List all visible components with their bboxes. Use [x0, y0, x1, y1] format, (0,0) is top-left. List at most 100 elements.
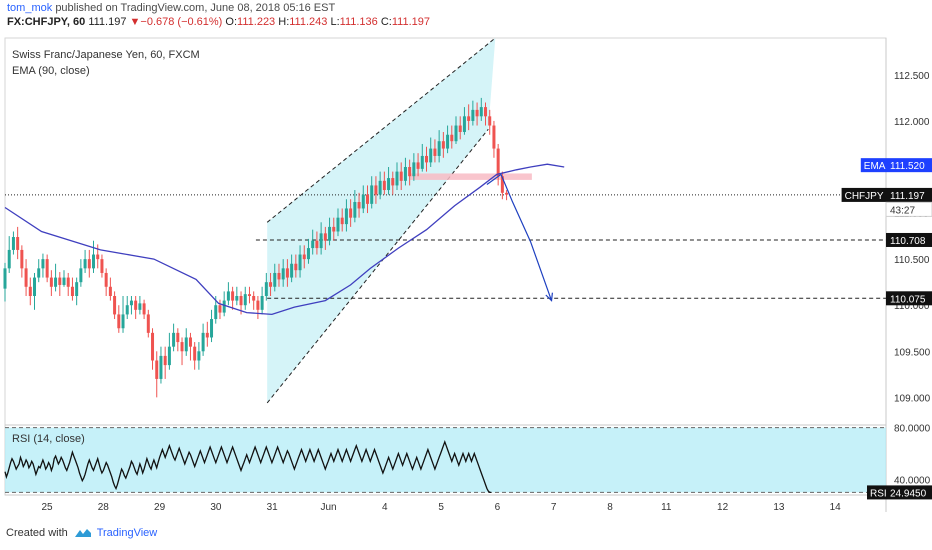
candle-body-6: [28, 286, 32, 296]
time-tick-4: 31: [267, 502, 279, 513]
candle-body-61: [260, 296, 264, 310]
candle-body-14: [62, 277, 66, 285]
candle-body-52: [222, 300, 226, 313]
candle-body-9: [41, 259, 45, 269]
axes-layer: 112.500112.000111.500111.000110.500110.0…: [41, 71, 932, 513]
candle-body-8: [37, 268, 41, 278]
candle-body-44: [188, 337, 192, 347]
candle-body-31: [134, 300, 138, 310]
author-link[interactable]: tom_mok: [7, 2, 53, 14]
close-label: C:: [380, 16, 392, 28]
candle-body-51: [218, 305, 222, 313]
candle-body-113: [479, 107, 483, 117]
price-tick-5: 110.000: [894, 301, 930, 312]
price-tag-label-bg-1: [841, 187, 886, 202]
candle-body-42: [180, 342, 184, 352]
candle-body-108: [458, 125, 462, 132]
candle-body-84: [357, 202, 361, 209]
candle-body-7: [33, 277, 37, 296]
candle-body-99: [420, 155, 424, 169]
ema-legend: EMA (90, close): [12, 65, 90, 77]
ema-line: [4, 163, 565, 316]
candle-body-43: [184, 337, 188, 352]
candle-body-2: [11, 237, 15, 250]
candle-body-77: [328, 226, 332, 241]
tradingview-logo-icon: [74, 529, 91, 538]
price-tick-1: 112.000: [894, 117, 930, 128]
candle-body-110: [467, 116, 471, 121]
close-value: 111.197: [391, 16, 430, 28]
price-tick-6: 109.500: [894, 347, 931, 358]
candle-body-21: [92, 254, 96, 269]
candle-body-73: [311, 240, 315, 249]
projection-arrow-path: [486, 173, 553, 301]
candle-body-59: [252, 296, 256, 301]
candle-body-71: [302, 254, 306, 260]
publish-text: published on TradingView.com, June 08, 2…: [55, 2, 336, 14]
rsi-legend: RSI (14, close): [12, 433, 85, 445]
last-price: 111.197: [88, 16, 127, 28]
open-value: 111.223: [237, 16, 276, 28]
time-tick-1: 28: [98, 502, 110, 513]
price-pane: [3, 37, 886, 404]
candle-body-106: [450, 134, 454, 142]
price-tag-label-bg-0: [860, 158, 886, 173]
time-tick-10: 8: [607, 502, 613, 513]
high-label: H:: [278, 16, 290, 28]
price-tag-value-0: 111.520: [890, 161, 925, 172]
candle-body-19: [83, 259, 87, 269]
publish-info: tom_mok published on TradingView.com, Ju…: [7, 2, 335, 14]
time-tick-12: 12: [717, 502, 729, 513]
tradingview-link[interactable]: TradingView: [96, 527, 158, 539]
candle-body-50: [214, 305, 218, 320]
candle-body-95: [403, 167, 407, 181]
candle-body-36: [155, 360, 159, 379]
candle-body-54: [231, 291, 235, 301]
price-tag-bg-1: [886, 187, 932, 202]
candle-body-46: [197, 351, 201, 361]
candle-body-5: [24, 268, 28, 287]
candle-body-109: [462, 116, 466, 132]
candle-body-76: [323, 233, 327, 241]
candle-body-87: [370, 185, 374, 204]
candle-body-64: [273, 272, 277, 287]
candle-body-97: [412, 162, 416, 177]
candle-body-67: [285, 268, 289, 278]
candle-body-89: [378, 180, 382, 195]
candle-body-29: [125, 305, 129, 315]
candle-body-10: [45, 259, 49, 278]
candle-body-32: [138, 303, 142, 310]
candle-body-39: [167, 346, 171, 366]
symbol-label: FX:CHFJPY, 60: [7, 16, 86, 28]
price-tag-bg-2: [885, 201, 932, 217]
time-tick-7: 5: [438, 502, 444, 513]
price-tick-7: 109.000: [894, 393, 931, 404]
candle-body-33: [142, 303, 146, 315]
candle-body-96: [408, 167, 412, 177]
time-tick-14: 14: [830, 502, 842, 513]
candle-body-35: [151, 332, 155, 361]
time-tick-9: 7: [551, 502, 557, 513]
rsi-tag-value: 24.9450: [890, 488, 927, 499]
candle-body-92: [391, 178, 395, 186]
footer: Created with TradingView: [6, 527, 157, 539]
candle-body-62: [264, 282, 268, 296]
candle-body-45: [193, 346, 197, 361]
rsi-tag-label-bg: [867, 485, 886, 500]
candle-body-17: [75, 282, 79, 296]
low-label: L:: [330, 16, 340, 28]
candle-body-94: [399, 171, 403, 181]
time-tick-3: 30: [210, 502, 222, 513]
candle-body-105: [446, 134, 450, 149]
candle-body-20: [87, 259, 91, 269]
price-tick-0: 112.500: [894, 71, 930, 82]
candle-body-65: [277, 272, 281, 280]
candle-body-49: [210, 319, 214, 338]
candle-body-38: [163, 355, 167, 366]
candle-body-16: [70, 286, 74, 296]
candle-body-22: [96, 254, 100, 260]
candle-body-47: [201, 332, 205, 352]
candle-body-40: [172, 332, 176, 347]
price-tag-bg-3: [886, 232, 932, 247]
